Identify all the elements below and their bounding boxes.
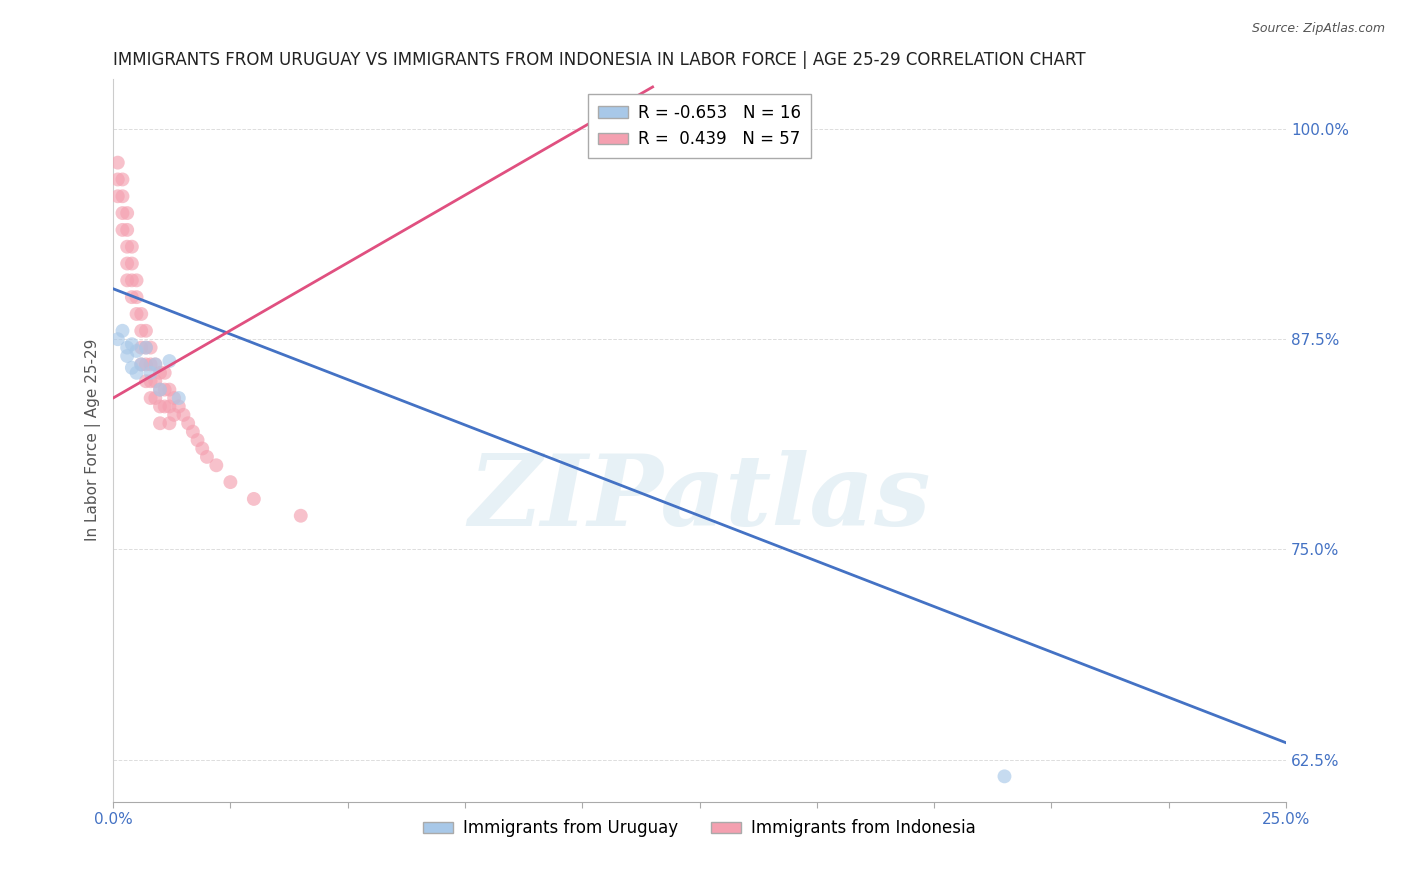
Point	[115, 273, 138, 287]
Point	[135, 374, 157, 388]
Point	[125, 290, 148, 304]
Point	[121, 360, 143, 375]
Point	[172, 408, 194, 422]
Point	[125, 366, 148, 380]
Point	[111, 206, 134, 220]
Point	[143, 391, 166, 405]
Point	[167, 400, 190, 414]
Point	[121, 290, 143, 304]
Point	[149, 417, 172, 431]
Point	[993, 769, 1015, 783]
Point	[129, 307, 152, 321]
Point	[115, 206, 138, 220]
Point	[149, 383, 172, 397]
Point	[121, 256, 143, 270]
Point	[115, 349, 138, 363]
Point	[121, 240, 143, 254]
Text: IMMIGRANTS FROM URUGUAY VS IMMIGRANTS FROM INDONESIA IN LABOR FORCE | AGE 25-29 : IMMIGRANTS FROM URUGUAY VS IMMIGRANTS FR…	[112, 51, 1085, 69]
Point	[107, 189, 129, 203]
Point	[125, 307, 148, 321]
Point	[167, 391, 190, 405]
Point	[157, 383, 180, 397]
Point	[107, 172, 129, 186]
Point	[195, 450, 218, 464]
Point	[125, 273, 148, 287]
Point	[139, 358, 162, 372]
Point	[157, 400, 180, 414]
Point	[139, 374, 162, 388]
Point	[153, 400, 176, 414]
Point	[157, 354, 180, 368]
Point	[243, 491, 266, 506]
Point	[111, 223, 134, 237]
Point	[139, 391, 162, 405]
Point	[115, 256, 138, 270]
Point	[149, 383, 172, 397]
Point	[111, 324, 134, 338]
Point	[205, 458, 228, 473]
Point	[149, 400, 172, 414]
Point	[115, 223, 138, 237]
Point	[111, 172, 134, 186]
Point	[111, 189, 134, 203]
Point	[129, 358, 152, 372]
Point	[191, 442, 214, 456]
Point	[135, 341, 157, 355]
Point	[125, 343, 148, 358]
Point	[107, 155, 129, 169]
Point	[121, 337, 143, 351]
Text: Source: ZipAtlas.com: Source: ZipAtlas.com	[1251, 22, 1385, 36]
Point	[187, 433, 209, 447]
Point	[143, 358, 166, 372]
Point	[163, 408, 186, 422]
Point	[135, 324, 157, 338]
Point	[219, 475, 242, 489]
Point	[121, 273, 143, 287]
Point	[139, 341, 162, 355]
Point	[153, 383, 176, 397]
Legend: Immigrants from Uruguay, Immigrants from Indonesia: Immigrants from Uruguay, Immigrants from…	[416, 813, 983, 844]
Text: ZIPatlas: ZIPatlas	[468, 450, 931, 546]
Y-axis label: In Labor Force | Age 25-29: In Labor Force | Age 25-29	[86, 339, 101, 541]
Point	[135, 341, 157, 355]
Point	[163, 391, 186, 405]
Point	[143, 374, 166, 388]
Point	[107, 332, 129, 346]
Point	[153, 366, 176, 380]
Point	[129, 358, 152, 372]
Point	[139, 366, 162, 380]
Point	[149, 366, 172, 380]
Point	[181, 425, 204, 439]
Point	[135, 358, 157, 372]
Point	[129, 341, 152, 355]
Point	[290, 508, 312, 523]
Point	[177, 417, 200, 431]
Point	[115, 240, 138, 254]
Point	[157, 417, 180, 431]
Point	[115, 341, 138, 355]
Point	[129, 324, 152, 338]
Point	[143, 358, 166, 372]
